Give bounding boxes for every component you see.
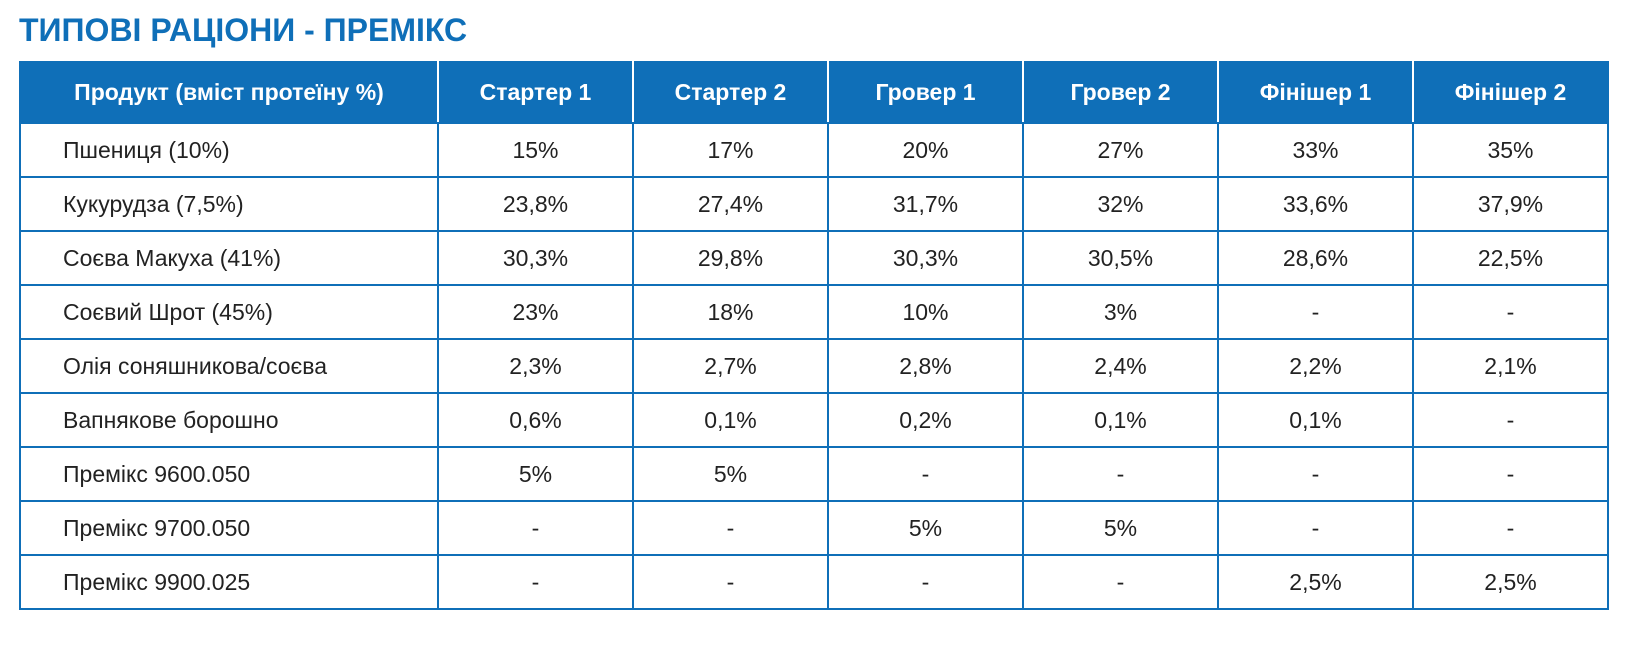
value-cell: 18% — [632, 284, 829, 340]
value-cell: - — [827, 446, 1024, 502]
value-cell: 33% — [1217, 122, 1414, 178]
column-header-phase: Гровер 2 — [1022, 61, 1219, 124]
value-cell: - — [632, 500, 829, 556]
value-cell: 23% — [437, 284, 634, 340]
value-cell: 3% — [1022, 284, 1219, 340]
value-cell: 23,8% — [437, 176, 634, 232]
table-row: Вапнякове борошно 0,6% 0,1% 0,2% 0,1% 0,1% - — [19, 392, 1609, 448]
value-cell: 2,1% — [1412, 338, 1609, 394]
value-cell: 10% — [827, 284, 1024, 340]
column-header-phase: Фінішер 1 — [1217, 61, 1414, 124]
value-cell: - — [632, 554, 829, 610]
value-cell: 2,3% — [437, 338, 634, 394]
product-cell: Олія соняшникова/соєва — [19, 338, 439, 394]
value-cell: 27% — [1022, 122, 1219, 178]
column-header-product: Продукт (вміст протеїну %) — [19, 61, 439, 124]
column-header-phase: Фінішер 2 — [1412, 61, 1609, 124]
value-cell: 2,2% — [1217, 338, 1414, 394]
product-cell: Премікс 9700.050 — [19, 500, 439, 556]
table-row: Премікс 9900.025- - - -2,5% 2,5% — [19, 554, 1609, 610]
value-cell: 0,1% — [632, 392, 829, 448]
value-cell: 2,5% — [1412, 554, 1609, 610]
value-cell: 32% — [1022, 176, 1219, 232]
value-cell: 5% — [437, 446, 634, 502]
value-cell: - — [1412, 500, 1609, 556]
value-cell: 22,5% — [1412, 230, 1609, 286]
value-cell: 5% — [827, 500, 1024, 556]
column-header-phase: Стартер 2 — [632, 61, 829, 124]
ration-table: Продукт (вміст протеїну %) Стартер 1 Старт… — [19, 61, 1609, 610]
value-cell: 37,9% — [1412, 176, 1609, 232]
value-cell: 27,4% — [632, 176, 829, 232]
value-cell: 0,1% — [1022, 392, 1219, 448]
value-cell: - — [1412, 392, 1609, 448]
value-cell: 35% — [1412, 122, 1609, 178]
value-cell: 33,6% — [1217, 176, 1414, 232]
value-cell: - — [437, 554, 634, 610]
product-cell: Пшениця (10%) — [19, 122, 439, 178]
value-cell: 2,5% — [1217, 554, 1414, 610]
value-cell: - — [1022, 554, 1219, 610]
value-cell: 5% — [632, 446, 829, 502]
product-cell: Премікс 9600.050 — [19, 446, 439, 502]
value-cell: - — [437, 500, 634, 556]
table-row: Соєва Макуха (41%) 30,3% 29,8% 30,3% 30,5% 28… — [19, 230, 1609, 286]
value-cell: 30,3% — [827, 230, 1024, 286]
table-row: Пшениця (10%) 15% 17% 20% 27% 33% 35% — [19, 122, 1609, 178]
product-cell: Премікс 9900.025 — [19, 554, 439, 610]
value-cell: 30,3% — [437, 230, 634, 286]
value-cell: - — [827, 554, 1024, 610]
table-body: Пшениця (10%) 15% 17% 20% 27% 33% 35% Кукурудза… — [19, 122, 1609, 610]
table-row: Соєвий Шрот (45%) 23% 18% 10% 3% - - — [19, 284, 1609, 340]
value-cell: 20% — [827, 122, 1024, 178]
value-cell: - — [1217, 500, 1414, 556]
table-row: Кукурудза (7,5%) 23,8% 27,4% 31,7% 32% 33,6% 3… — [19, 176, 1609, 232]
value-cell: 28,6% — [1217, 230, 1414, 286]
column-header-phase: Гровер 1 — [827, 61, 1024, 124]
value-cell: 15% — [437, 122, 634, 178]
page-title: ТИПОВІ РАЦІОНИ - ПРЕМІКС — [19, 12, 468, 48]
value-cell: 2,8% — [827, 338, 1024, 394]
value-cell: - — [1022, 446, 1219, 502]
value-cell: 0,6% — [437, 392, 634, 448]
column-header-phase: Стартер 1 — [437, 61, 634, 124]
value-cell: 31,7% — [827, 176, 1024, 232]
table-row: Премікс 9600.050 5% 5% - - - - — [19, 446, 1609, 502]
value-cell: 5% — [1022, 500, 1219, 556]
table-header: Продукт (вміст протеїну %) Стартер 1 Старт… — [19, 61, 1609, 124]
table-row: Премікс 9700.050- -5% 5% - - — [19, 500, 1609, 556]
product-cell: Соєва Макуха (41%) — [19, 230, 439, 286]
header-row: Продукт (вміст протеїну %) Стартер 1 Старт… — [19, 61, 1609, 124]
value-cell: 2,4% — [1022, 338, 1219, 394]
value-cell: - — [1412, 446, 1609, 502]
value-cell: 30,5% — [1022, 230, 1219, 286]
product-cell: Вапнякове борошно — [19, 392, 439, 448]
value-cell: - — [1217, 446, 1414, 502]
value-cell: 29,8% — [632, 230, 829, 286]
value-cell: 2,7% — [632, 338, 829, 394]
value-cell: 17% — [632, 122, 829, 178]
value-cell: 0,1% — [1217, 392, 1414, 448]
value-cell: 0,2% — [827, 392, 1024, 448]
value-cell: - — [1217, 284, 1414, 340]
value-cell: - — [1412, 284, 1609, 340]
table-row: Олія соняшникова/соєва 2,3% 2,7% 2,8% 2,4% 2,… — [19, 338, 1609, 394]
product-cell: Кукурудза (7,5%) — [19, 176, 439, 232]
product-cell: Соєвий Шрот (45%) — [19, 284, 439, 340]
